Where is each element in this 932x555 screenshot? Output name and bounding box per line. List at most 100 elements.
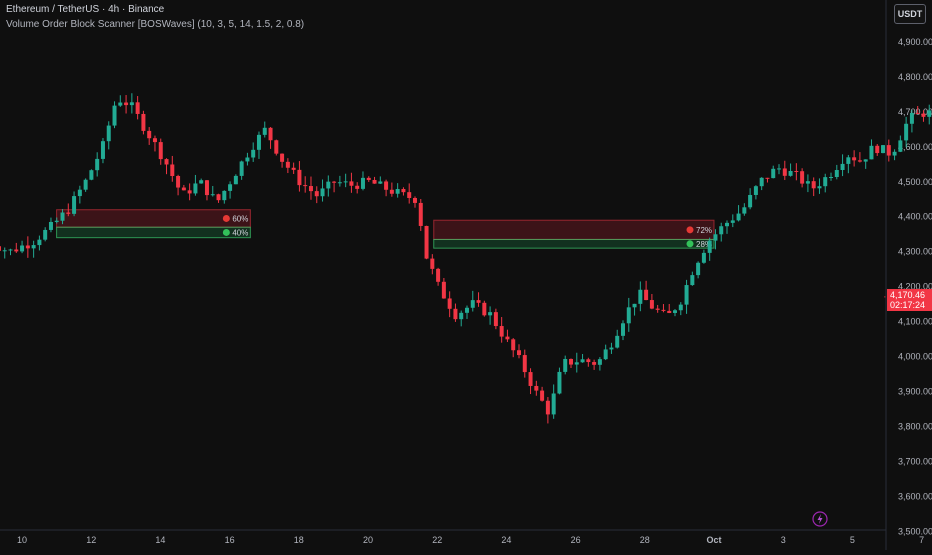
candle-body: [626, 307, 631, 324]
candle-body: [164, 159, 169, 165]
candle-body: [228, 184, 233, 191]
candle-body: [794, 170, 799, 172]
candle-body: [262, 127, 267, 135]
x-tick-label: 20: [363, 535, 373, 545]
candle-body: [20, 245, 25, 252]
x-tick-label: 7: [919, 535, 924, 545]
candle-body: [725, 222, 730, 227]
x-tick-label: 5: [850, 535, 855, 545]
candle-body: [568, 358, 573, 365]
candle-body: [395, 189, 400, 194]
candle-body: [152, 138, 157, 143]
candle-body: [72, 196, 77, 214]
candle-body: [135, 102, 140, 114]
candle-body: [574, 362, 579, 365]
lightning-bolt-icon[interactable]: [812, 511, 828, 527]
candle-body: [846, 157, 851, 164]
candle-body: [308, 186, 313, 192]
candle-body: [343, 181, 348, 183]
order-block-percent-label: 28%: [696, 240, 712, 249]
candle-body: [742, 207, 747, 214]
candle-body: [453, 308, 458, 320]
candle-body: [707, 240, 712, 253]
candle-body: [297, 169, 302, 186]
candle-body: [66, 212, 71, 214]
candle-body: [499, 326, 504, 337]
candle-body: [545, 400, 550, 415]
candle-body: [147, 130, 152, 139]
candle-body: [875, 145, 880, 154]
candle-body: [811, 181, 816, 189]
candle-body: [2, 250, 7, 252]
candle-body: [349, 181, 354, 186]
candle-body: [852, 157, 857, 161]
candle-body: [886, 145, 891, 156]
y-tick-label: 3,800.00: [898, 421, 932, 431]
candle-body: [892, 151, 897, 156]
candle-body: [60, 212, 65, 221]
candle-body: [863, 159, 868, 162]
candle-body: [898, 140, 903, 152]
candle-body: [199, 180, 204, 184]
x-tick-label: 26: [571, 535, 581, 545]
candle-body: [401, 189, 406, 193]
candle-body: [528, 372, 533, 386]
candle-body: [667, 310, 672, 313]
candle-body: [447, 298, 452, 309]
candle-body: [649, 300, 654, 309]
currency-button[interactable]: USDT: [894, 4, 926, 24]
candle-body: [869, 145, 874, 160]
candle-body: [829, 176, 834, 178]
candle-body: [678, 304, 683, 311]
x-tick-label: 10: [17, 535, 27, 545]
candle-body: [332, 181, 337, 183]
candle-body: [684, 285, 689, 305]
candle-body: [777, 168, 782, 170]
candle-body: [158, 142, 163, 160]
y-tick-label: 4,700.00: [898, 107, 932, 117]
candle-body: [337, 182, 342, 184]
y-tick-label: 4,600.00: [898, 142, 932, 152]
y-tick-label: 4,300.00: [898, 247, 932, 257]
bearish-order-block: [56, 209, 251, 228]
candle-body: [256, 134, 261, 150]
candle-body: [597, 359, 602, 365]
candle-body: [805, 181, 810, 184]
candle-body: [181, 187, 186, 191]
candle-body: [14, 249, 19, 252]
candle-body: [696, 262, 701, 276]
candle-body: [233, 175, 238, 185]
candle-body: [459, 312, 464, 320]
candle-body: [424, 225, 429, 259]
candle-body: [176, 175, 181, 188]
bullish-order-block: [433, 238, 715, 249]
candle-body: [470, 300, 475, 308]
candle-body: [384, 181, 389, 190]
candle-body: [800, 171, 805, 184]
candle-body: [603, 349, 608, 360]
candle-body: [840, 163, 845, 171]
candle-body: [701, 252, 706, 263]
x-tick-label: 28: [640, 535, 650, 545]
order-block-percent-label: 72%: [696, 226, 712, 235]
candle-body: [609, 347, 614, 350]
x-tick-label: 18: [294, 535, 304, 545]
order-block-percent-label: 60%: [232, 214, 248, 223]
candle-body: [112, 105, 117, 126]
candle-body: [511, 339, 516, 351]
x-tick-label: Oct: [706, 535, 721, 545]
candle-body: [915, 112, 920, 114]
candle-body: [95, 158, 100, 171]
indicator-title: Volume Order Block Scanner [BOSWaves] (1…: [6, 19, 305, 30]
candle-body: [285, 161, 290, 168]
candle-body: [690, 275, 695, 286]
candle-body: [586, 359, 591, 363]
candle-body: [921, 113, 926, 117]
candle-body: [31, 245, 36, 249]
candle-body: [43, 229, 48, 240]
candle-body: [320, 188, 325, 197]
candle-body: [360, 177, 365, 189]
y-tick-label: 3,600.00: [898, 491, 932, 501]
